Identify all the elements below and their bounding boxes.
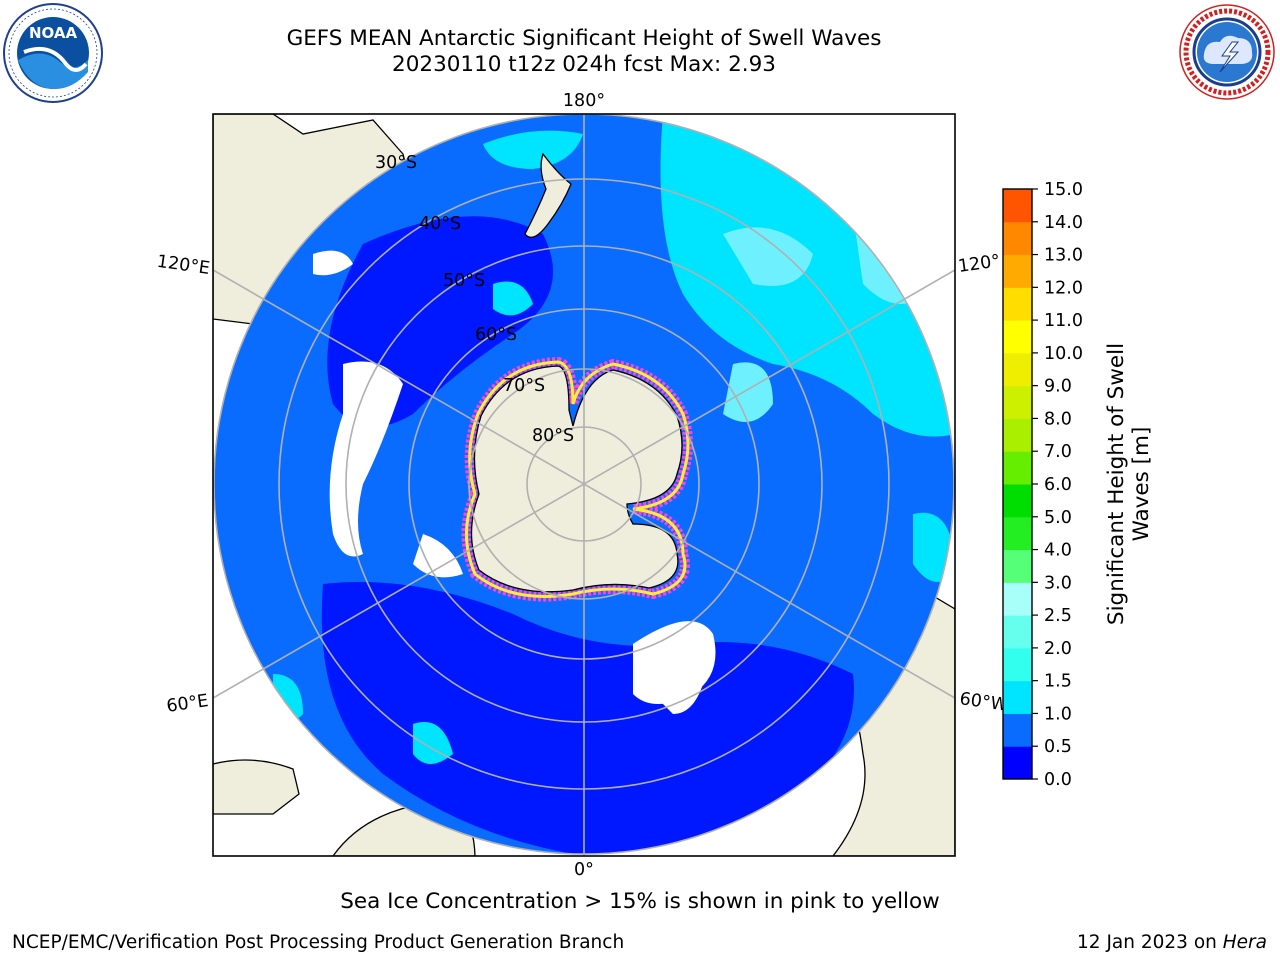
- colorbar-tick-label: 1.0: [1044, 704, 1072, 724]
- colorbar-swatch: [1003, 647, 1032, 682]
- chart-title: GEFS MEAN Antarctic Significant Height o…: [224, 26, 944, 78]
- title-line-2: 20230110 t12z 024h fcst Max: 2.93: [392, 52, 776, 77]
- colorbar-swatch: [1003, 680, 1032, 714]
- colorbar-tick-label: 9.0: [1044, 377, 1072, 397]
- colorbar-swatch: [1003, 582, 1032, 616]
- colorbar-swatch: [1003, 615, 1032, 649]
- colorbar-swatch: [1003, 418, 1032, 452]
- colorbar-swatch: [1003, 189, 1032, 223]
- colorbar-swatch: [1003, 713, 1032, 747]
- machine-name: Hera: [1222, 932, 1267, 953]
- colorbar-swatches: [1003, 189, 1032, 780]
- polar-map: 180° 0° 120°E 120° 60°E 60°W 30°S 40°S 5…: [156, 91, 1009, 880]
- colorbar-swatch: [1003, 352, 1032, 387]
- colorbar-swatch: [1003, 287, 1032, 321]
- lat-label-40s: 40°S: [419, 214, 461, 234]
- sea-ice-inner-edge: [465, 360, 690, 598]
- lat-label-80s: 80°S: [532, 426, 574, 446]
- date-value: 12 Jan 2023 on: [1077, 932, 1217, 953]
- colorbar-swatch: [1003, 516, 1032, 551]
- colorbar-tick-label: 5.0: [1044, 508, 1072, 528]
- colorbar-swatch: [1003, 549, 1032, 583]
- noaa-logo-text: NOAA: [29, 24, 78, 42]
- colorbar-tick-label: 8.0: [1044, 409, 1072, 429]
- colorbar-swatch: [1003, 451, 1032, 485]
- colorbar-swatch: [1003, 385, 1032, 419]
- colorbar-ticks: 0.0 0.5 1.0 1.5 2.0 2.5 3.0 4.0 5.0 6.0 7.0 8.0 9.0 1…: [1032, 180, 1083, 790]
- lon-label-120w: 120°: [957, 251, 1002, 277]
- colorbar-swatch: [1003, 746, 1032, 780]
- antarctica-land: [470, 365, 683, 593]
- colorbar-swatch: [1003, 484, 1032, 518]
- lat-label-30s: 30°S: [375, 153, 417, 173]
- new-zealand-land: [524, 152, 572, 238]
- colorbar: 0.0 0.5 1.0 1.5 2.0 2.5 3.0 4.0 5.0 6.0 7.0 8.0 9.0 1…: [1002, 180, 1154, 790]
- colorbar-swatch: [1003, 221, 1032, 256]
- colorbar-tick-label: 7.0: [1044, 442, 1072, 462]
- sea-ice-note: Sea Ice Concentration > 15% is shown in …: [340, 889, 940, 914]
- colorbar-tick-label: 12.0: [1044, 278, 1083, 298]
- colorbar-tick-label: 13.0: [1044, 246, 1083, 266]
- lon-label-180: 180°: [563, 91, 605, 111]
- map-frame: [212, 113, 956, 857]
- colorbar-tick-label: 15.0: [1044, 180, 1083, 200]
- lat-label-70s: 70°S: [503, 376, 545, 396]
- lat-label-60s: 60°S: [475, 325, 517, 345]
- colorbar-label-line-1: Significant Height of Swell: [1104, 343, 1129, 625]
- colorbar-tick-label: 0.0: [1044, 770, 1072, 790]
- colorbar-swatch: [1003, 320, 1032, 354]
- colorbar-swatch: [1003, 254, 1032, 288]
- madagascar-land: [213, 759, 300, 815]
- date-text: 12 Jan 2023 on Hera: [1077, 932, 1267, 953]
- colorbar-tick-label: 2.5: [1044, 606, 1072, 626]
- colorbar-tick-label: 2.0: [1044, 639, 1072, 659]
- colorbar-tick-label: 3.0: [1044, 573, 1072, 593]
- lon-label-120e: 120°E: [156, 252, 211, 279]
- colorbar-label-line-2: Waves [m]: [1129, 427, 1154, 542]
- colorbar-tick-label: 4.0: [1044, 541, 1072, 561]
- colorbar-tick-label: 1.5: [1044, 672, 1072, 692]
- lat-label-50s: 50°S: [443, 271, 485, 291]
- noaa-logo: NOAA: [3, 3, 103, 103]
- credit-text: NCEP/EMC/Verification Post Processing Pr…: [12, 932, 625, 953]
- nws-logo: [1179, 4, 1275, 100]
- graticule: [213, 114, 955, 856]
- title-line-1: GEFS MEAN Antarctic Significant Height o…: [286, 26, 882, 51]
- colorbar-tick-label: 0.5: [1044, 737, 1072, 757]
- lon-label-0: 0°: [574, 860, 594, 880]
- colorbar-tick-label: 11.0: [1044, 311, 1083, 331]
- colorbar-tick-label: 14.0: [1044, 213, 1083, 233]
- lon-label-60e: 60°E: [165, 691, 209, 717]
- colorbar-tick-label: 10.0: [1044, 344, 1083, 364]
- colorbar-tick-label: 6.0: [1044, 475, 1072, 495]
